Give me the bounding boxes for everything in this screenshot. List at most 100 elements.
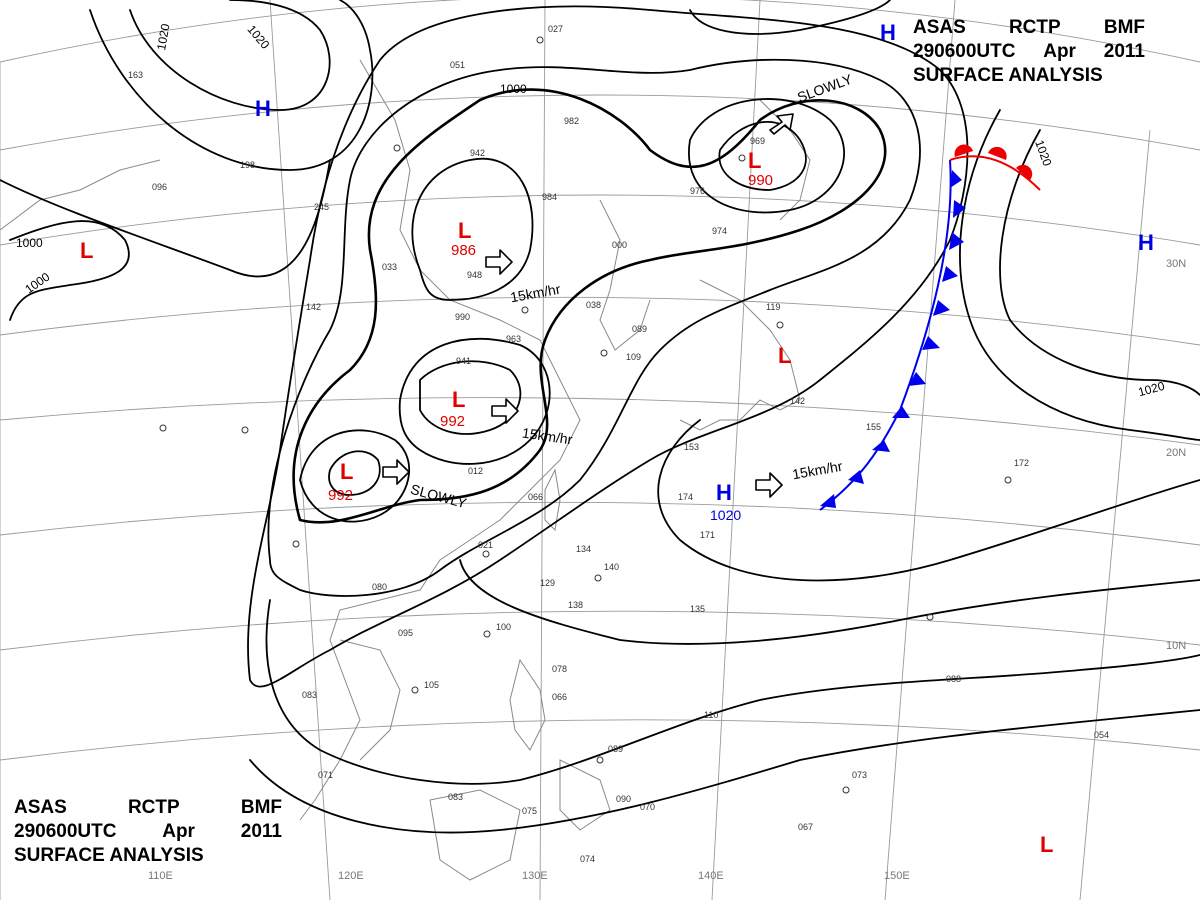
cold-front-barb bbox=[950, 170, 962, 188]
station-pressure: 100 bbox=[496, 622, 512, 632]
title-center: BMF bbox=[240, 797, 282, 818]
cold-front bbox=[819, 159, 966, 511]
isobar-1020-nw bbox=[129, 0, 331, 111]
low-pressure-marker: L bbox=[340, 459, 354, 484]
high-pressure-marker: H bbox=[255, 96, 271, 121]
station-pressure: 963 bbox=[506, 334, 522, 344]
station-pressure: 070 bbox=[640, 802, 656, 812]
coast-japan bbox=[679, 279, 801, 431]
title-agency: ASAS bbox=[14, 797, 67, 818]
cold-front-barb bbox=[908, 372, 926, 386]
latitude-label: 10N bbox=[1166, 640, 1187, 652]
station-pressure: 129 bbox=[540, 578, 556, 588]
high-pressure-value: 1020 bbox=[710, 507, 742, 523]
motion-arrow-icon bbox=[485, 249, 513, 275]
cold-front-barb bbox=[949, 232, 964, 250]
title-agency: ASAS bbox=[913, 17, 966, 38]
station-model-icon bbox=[483, 630, 491, 638]
station-pressure: 948 bbox=[467, 270, 483, 280]
station-model-icon bbox=[594, 574, 602, 582]
isobar-1004-n bbox=[411, 157, 534, 301]
station-pressure: 075 bbox=[522, 806, 538, 816]
isobars bbox=[0, 0, 1200, 834]
station-pressure: 096 bbox=[152, 182, 168, 192]
isobar-992-w bbox=[328, 450, 381, 496]
station-pressure: 941 bbox=[456, 356, 472, 366]
station-pressure: 976 bbox=[690, 186, 706, 196]
coast-mindanao bbox=[559, 759, 611, 831]
cold-front-barb bbox=[892, 406, 910, 418]
isobar-label: 1000 bbox=[16, 236, 43, 250]
cold-front-barb bbox=[872, 440, 890, 452]
title-station: RCTP bbox=[1008, 17, 1061, 38]
meridian-140e bbox=[884, 0, 956, 900]
station-model-icon bbox=[600, 349, 608, 357]
title-line-3: SURFACE ANALYSIS bbox=[913, 64, 1145, 88]
station-model-icon bbox=[776, 321, 784, 329]
low-pressure-value: 986 bbox=[451, 242, 477, 259]
station-model-icon bbox=[842, 786, 850, 794]
title-year: 2011 bbox=[240, 821, 282, 842]
meridian-150e bbox=[1079, 129, 1151, 900]
coast-borneo bbox=[429, 789, 521, 881]
station-pressure: 012 bbox=[468, 466, 484, 476]
isobar-1000-s bbox=[419, 360, 522, 435]
title-month: Apr bbox=[162, 821, 195, 842]
station-model-icon bbox=[411, 686, 419, 694]
meridian-130e bbox=[711, 0, 761, 900]
station-model-icon bbox=[536, 36, 544, 44]
station-pressure: 033 bbox=[382, 262, 398, 272]
title-line-3: SURFACE ANALYSIS bbox=[14, 844, 282, 868]
station-pressure: 083 bbox=[302, 690, 318, 700]
station-pressure: 172 bbox=[1014, 458, 1030, 468]
low-pressure-value: 992 bbox=[328, 487, 354, 504]
station-pressure: 088 bbox=[946, 674, 962, 684]
station-model-icon bbox=[292, 540, 300, 548]
parallel-25n bbox=[0, 296, 1200, 346]
station-pressure: 109 bbox=[626, 352, 642, 362]
longitude-label: 150E bbox=[884, 870, 910, 882]
station-model-icon bbox=[482, 550, 490, 558]
title-center: BMF bbox=[1103, 17, 1145, 38]
coastlines bbox=[0, 59, 811, 881]
parallel-40n bbox=[0, 0, 1200, 63]
isobar-1016-nw bbox=[89, 0, 374, 171]
station-pressure: 198 bbox=[240, 160, 256, 170]
latitude-label: 20N bbox=[1166, 447, 1187, 459]
station-pressure: 140 bbox=[604, 562, 620, 572]
low-pressure-marker: L bbox=[80, 238, 94, 263]
motion-arrow-icon bbox=[755, 472, 783, 498]
parallel-5n bbox=[0, 719, 1200, 761]
title-line-1: ASAS RCTP BMF bbox=[913, 16, 1145, 40]
station-pressure: 135 bbox=[690, 604, 706, 614]
title-line-1: ASAS RCTP BMF bbox=[14, 796, 282, 820]
station-pressure: 090 bbox=[616, 794, 632, 804]
cold-front-barb bbox=[953, 200, 966, 218]
coast-luzon bbox=[509, 658, 546, 751]
motion-arrows bbox=[382, 113, 794, 498]
warm-front bbox=[949, 144, 1041, 191]
high-pressure-marker: H bbox=[716, 480, 732, 505]
station-pressure: 138 bbox=[568, 600, 584, 610]
station-pressure: 982 bbox=[564, 116, 580, 126]
title-line-2: 290600UTC Apr 2011 bbox=[913, 40, 1145, 64]
station-model-icon bbox=[926, 613, 934, 621]
low-pressure-marker: L bbox=[452, 387, 466, 412]
station-pressure: 163 bbox=[128, 70, 144, 80]
isobar-1008-ne bbox=[688, 98, 845, 214]
station-model-icon bbox=[596, 756, 604, 764]
isobar-1016-main bbox=[247, 5, 969, 688]
station-pressure: 089 bbox=[608, 744, 624, 754]
cold-front-barb bbox=[848, 470, 864, 484]
station-pressure: 074 bbox=[580, 854, 596, 864]
station-pressure: 054 bbox=[1094, 730, 1110, 740]
longitude-label: 130E bbox=[522, 870, 548, 882]
parallel-15n bbox=[0, 501, 1200, 546]
station-pressure: 095 bbox=[398, 628, 414, 638]
station-pressure: 027 bbox=[548, 24, 564, 34]
station-pressure: 153 bbox=[684, 442, 700, 452]
isobar-1016-south bbox=[459, 559, 1200, 645]
station-pressure: 051 bbox=[450, 60, 466, 70]
station-pressure: 083 bbox=[448, 792, 464, 802]
